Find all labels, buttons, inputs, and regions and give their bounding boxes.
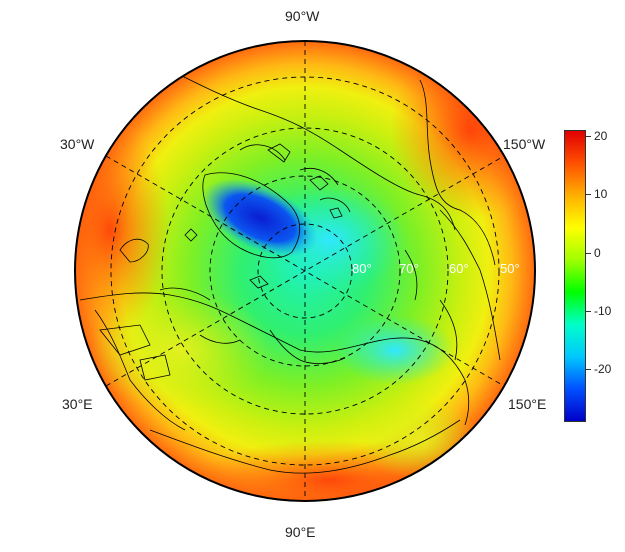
colorbar-tick-mark [586, 369, 591, 371]
lat-label-50: 50° [500, 261, 520, 276]
lon-label-90e: 90°E [285, 524, 316, 540]
colorbar-tick-label: -10 [594, 304, 612, 319]
colorbar-tick-mark [586, 135, 591, 137]
colorbar-tick-mark [586, 311, 591, 313]
meridian-30e-150w [105, 155, 505, 387]
lon-label-150e: 150°E [508, 396, 547, 412]
colorbar-tick-mark [586, 252, 591, 254]
parallel-80 [257, 223, 353, 319]
parallel-60 [161, 127, 449, 415]
colorbar-tick-label: -20 [594, 362, 612, 377]
coastlines [79, 69, 501, 474]
graticule [105, 41, 505, 501]
colorbar [564, 130, 586, 422]
lon-label-150w: 150°W [503, 136, 546, 152]
colorbar-tick-mark [586, 194, 591, 196]
map-boundary [74, 40, 536, 502]
colorbar-tick-label: 10 [594, 187, 608, 202]
lat-label-70: 70° [399, 261, 419, 276]
lat-label-60: 60° [449, 261, 469, 276]
colorbar-tick-label: 20 [594, 128, 608, 143]
temperature-field [75, 41, 535, 501]
lon-label-90w: 90°W [285, 8, 320, 24]
lat-label-80: 80° [352, 261, 372, 276]
greenland-ice-sheet [202, 178, 318, 258]
latitude-labels: 80° 70° 60° 50° [352, 261, 520, 276]
colorbar-tick-label: 0 [594, 245, 601, 260]
lon-label-30w: 30°W [60, 136, 95, 152]
lon-label-30e: 30°E [62, 396, 93, 412]
